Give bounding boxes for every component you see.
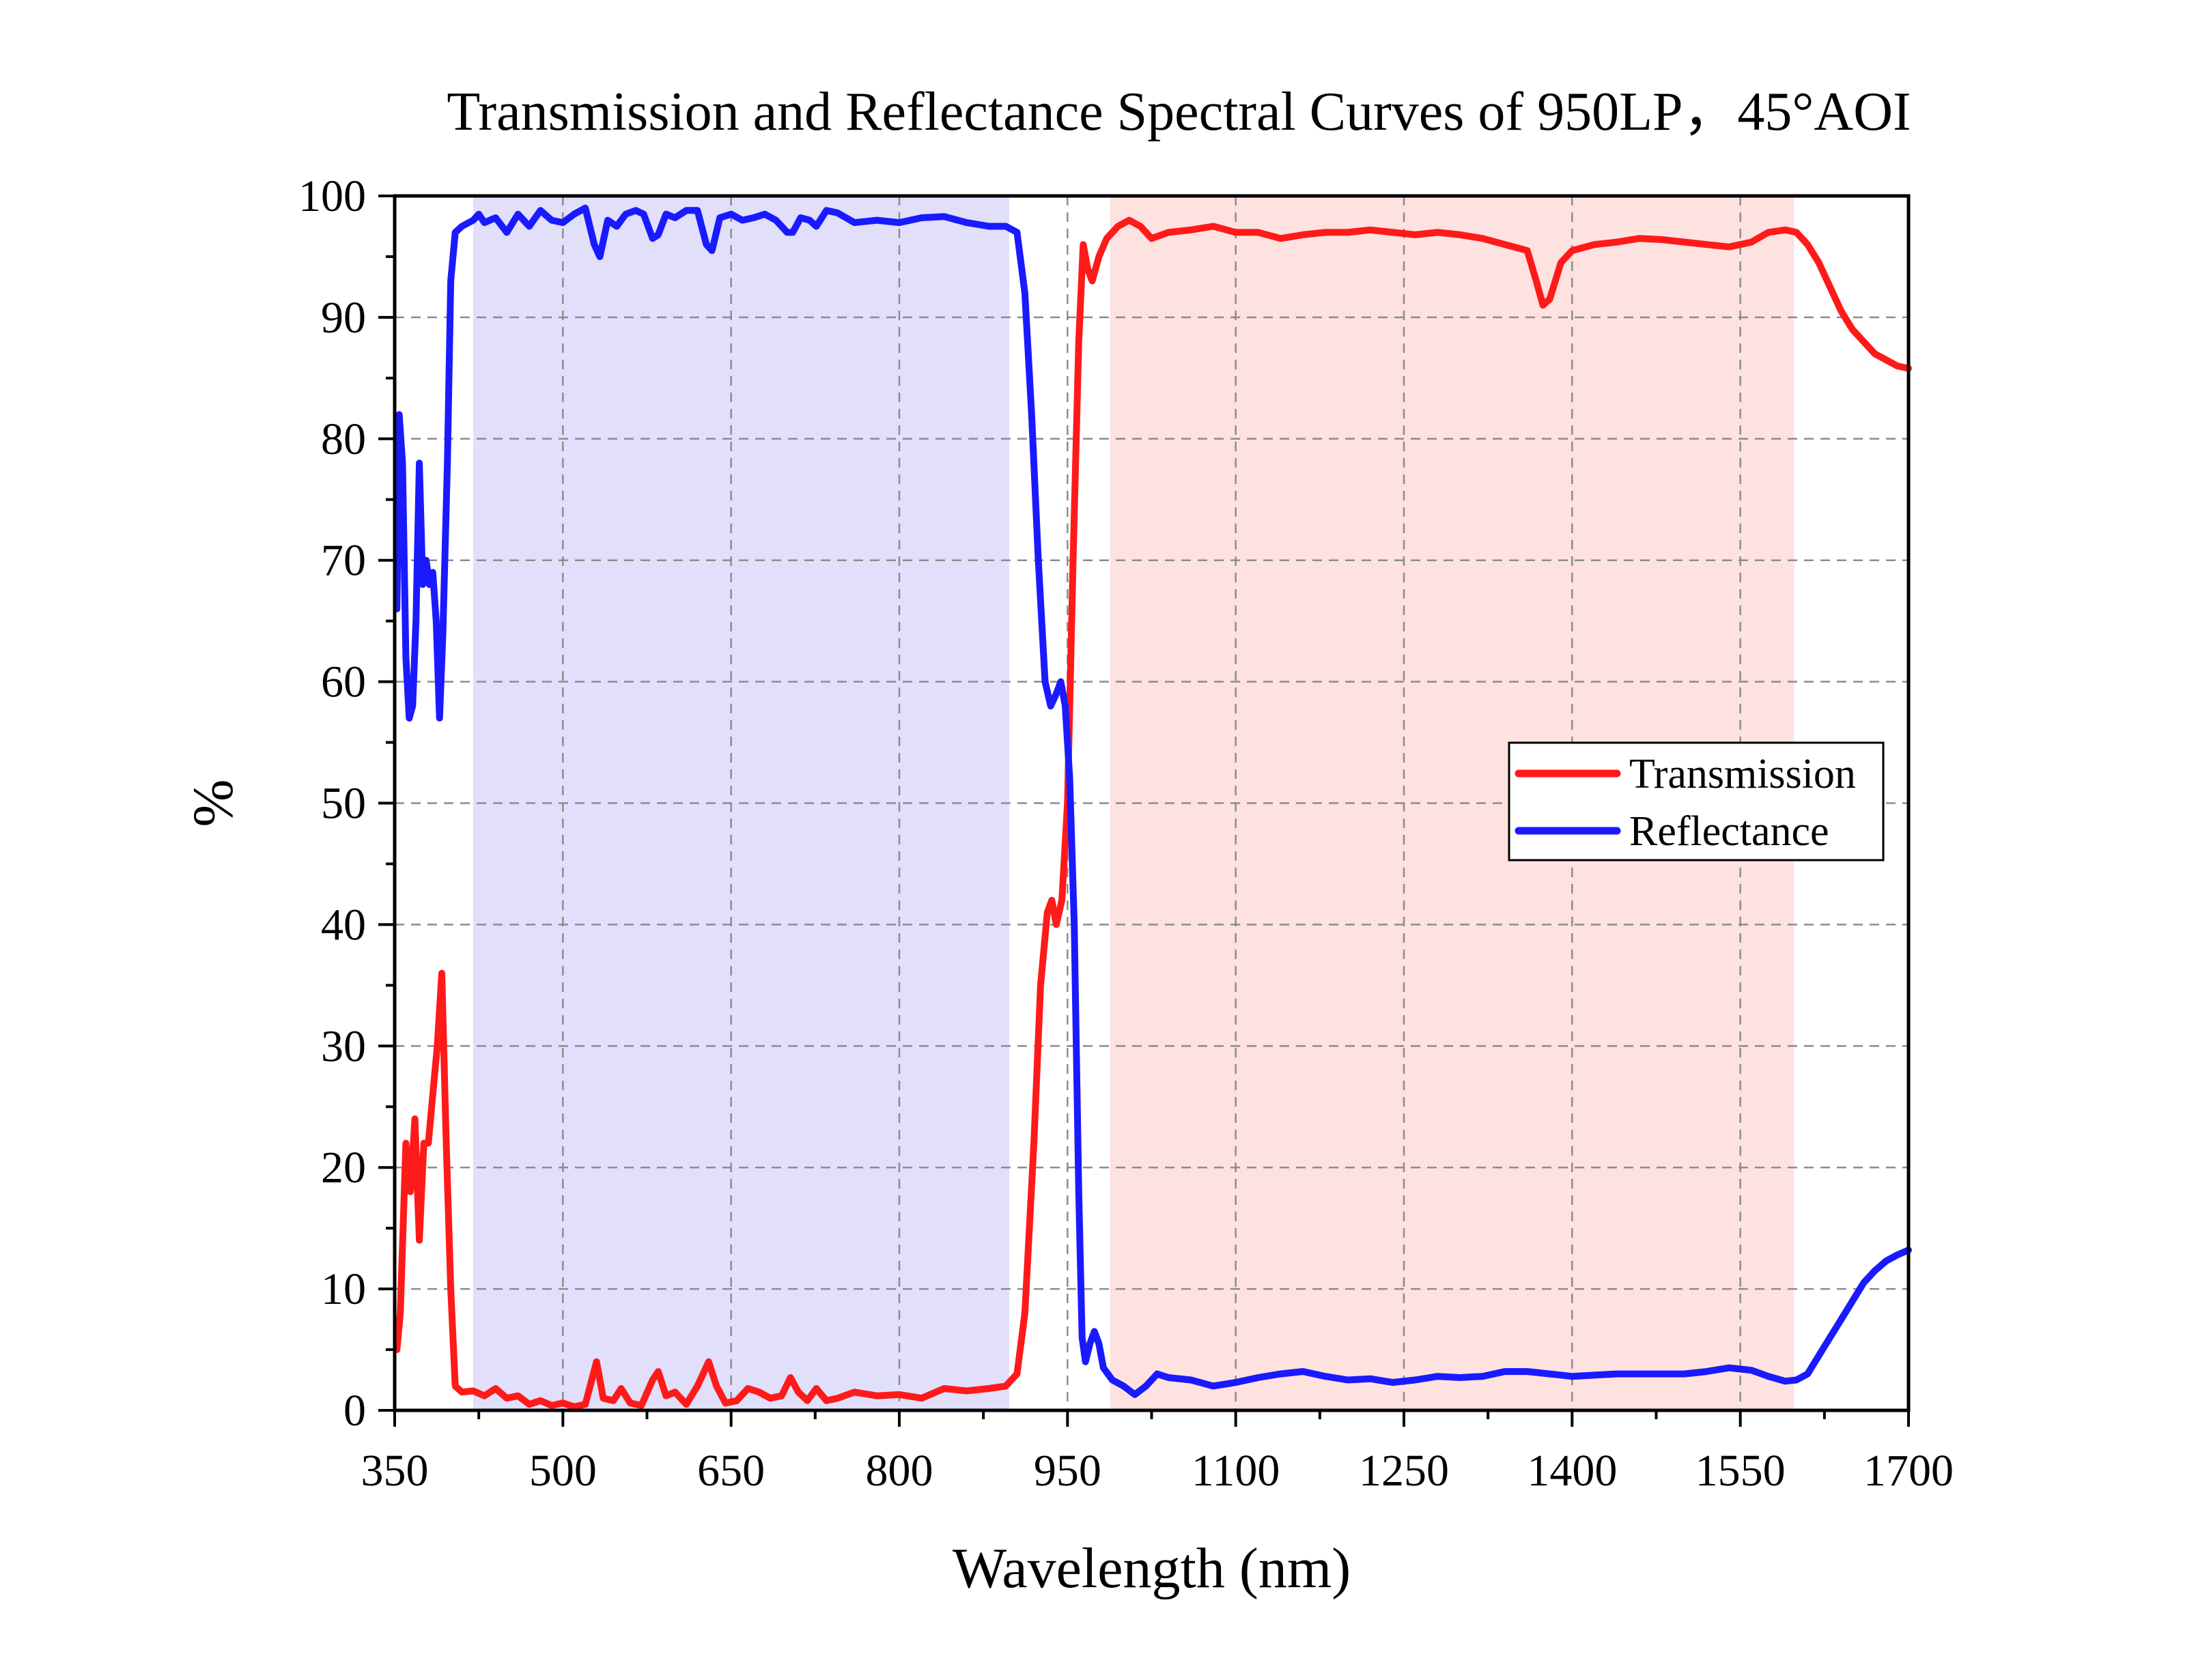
series-line-reflectance xyxy=(393,204,1912,1398)
legend-label-transmission: Transmission xyxy=(1629,751,1856,797)
y-tick-label: 100 xyxy=(298,171,366,221)
series-lines xyxy=(393,204,1912,1410)
y-tick-label: 20 xyxy=(321,1143,366,1193)
y-axis-label: % xyxy=(182,780,245,827)
chart-title: Transmission and Reflectance Spectral Cu… xyxy=(447,82,1911,142)
x-tick-label: 800 xyxy=(866,1446,933,1496)
x-tick-label: 1100 xyxy=(1192,1446,1280,1496)
y-tick-label: 60 xyxy=(321,657,366,707)
y-tick-label: 10 xyxy=(321,1264,366,1314)
legend-box xyxy=(1508,741,1885,862)
series-line-transmission xyxy=(393,216,1912,1410)
x-tick-label: 1400 xyxy=(1527,1446,1617,1496)
y-tick-label: 90 xyxy=(321,293,366,343)
x-axis-label: Wavelength (nm) xyxy=(953,1537,1351,1600)
legend-label-reflectance: Reflectance xyxy=(1629,808,1829,855)
y-tick-label: 0 xyxy=(343,1386,366,1436)
x-tick-label: 500 xyxy=(529,1446,597,1496)
y-tick-label: 40 xyxy=(321,900,366,950)
x-tick-label: 650 xyxy=(697,1446,765,1496)
legend: Transmission Reflectance xyxy=(1508,741,1885,862)
y-tick-label: 80 xyxy=(321,414,366,464)
x-tick-label: 1700 xyxy=(1863,1446,1954,1496)
tick-labels: 350 500 650 800 950 1100 1250 1400 1550 1700 0 10 20… xyxy=(298,171,1954,1496)
x-tick-label: 1550 xyxy=(1695,1446,1786,1496)
y-tick-label: 50 xyxy=(321,779,366,829)
x-tick-label: 950 xyxy=(1034,1446,1101,1496)
axis-ticks xyxy=(378,195,1910,1427)
x-tick-label: 1250 xyxy=(1359,1446,1449,1496)
x-tick-label: 350 xyxy=(361,1446,429,1496)
y-tick-label: 70 xyxy=(321,536,366,586)
y-tick-label: 30 xyxy=(321,1021,366,1071)
